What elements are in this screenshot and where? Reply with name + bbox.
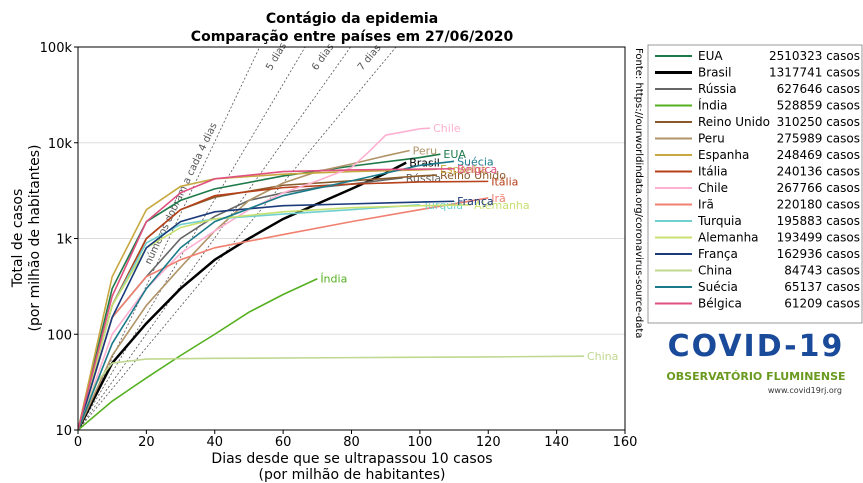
x-tick-label: 20 (138, 435, 155, 450)
legend-label: Suécia (698, 280, 738, 294)
series-line (78, 355, 584, 430)
legend-cases: 275989 casos (777, 132, 860, 146)
x-tick-label: 160 (613, 435, 638, 450)
x-tick-label: 80 (343, 435, 360, 450)
legend-label: Irã (698, 198, 714, 212)
legend-label: Itália (698, 165, 728, 179)
series-end-label: Espanha (440, 163, 487, 176)
y-tick-label: 100k (40, 41, 73, 56)
series-line (78, 278, 318, 430)
series-line (78, 153, 441, 430)
legend-cases: 162936 casos (777, 247, 860, 261)
y-tick-label: 10k (48, 137, 73, 152)
legend-cases: 528859 casos (777, 99, 860, 113)
y-axis-label: (por milhão de habitantes) (27, 145, 43, 332)
series-end-label: Bélgica (457, 163, 497, 176)
legend-label: EUA (698, 49, 723, 63)
series-line (78, 160, 455, 430)
y-axis-label: Total de casos (10, 189, 26, 289)
legend-cases: 65137 casos (784, 280, 860, 294)
legend-cases: 61209 casos (784, 297, 860, 311)
legend-cases: 240136 casos (777, 165, 860, 179)
legend-label: Bélgica (698, 297, 742, 311)
doubling-line (78, 47, 261, 430)
x-tick-label: 120 (476, 435, 501, 450)
x-tick-label: 140 (544, 435, 569, 450)
series-end-label: Alemanha (474, 199, 530, 212)
series-end-label: EUA (443, 148, 466, 161)
plot-frame (77, 46, 626, 431)
series-end-label: Itália (491, 175, 518, 188)
logo-title: COVID-19 (668, 329, 845, 364)
legend-cases: 220180 casos (777, 198, 860, 212)
legend-label: China (698, 264, 732, 278)
y-tick-label: 100 (47, 328, 72, 343)
x-tick-label: 100 (407, 435, 432, 450)
doubling-line (78, 47, 397, 430)
legend-cases: 1317741 casos (769, 66, 860, 80)
series-end-label: Suécia (457, 155, 494, 168)
legend-label: Chile (698, 181, 728, 195)
legend-label: França (698, 247, 738, 261)
legend-cases: 627646 casos (777, 82, 860, 96)
series-line (78, 203, 472, 430)
series-end-label: França (457, 195, 494, 208)
legend-box (647, 44, 863, 324)
series-line (78, 167, 455, 430)
series-end-label: Chile (433, 122, 461, 135)
legend-cases: 310250 casos (777, 115, 860, 129)
x-axis-label: (por milhão de habitantes) (259, 467, 446, 483)
legend-label: Espanha (698, 148, 749, 162)
logo-subtitle: OBSERVATÓRIO FLUMINENSE (666, 370, 845, 383)
legend-cases: 2510323 casos (769, 49, 860, 63)
legend-label: Peru (698, 132, 725, 146)
legend-cases: 193499 casos (777, 231, 860, 245)
series-end-label: China (587, 350, 618, 363)
x-tick-label: 40 (206, 435, 223, 450)
source: Fonte: https://ourworldindata.org/corona… (633, 48, 644, 338)
series-line (78, 200, 455, 430)
chart-title: Contágio da epidemia (266, 11, 438, 27)
series-end-label: Reino Unido (440, 169, 506, 182)
series-end-label: Índia (320, 273, 347, 286)
series-line (78, 197, 489, 430)
legend-label: Reino Unido (698, 115, 770, 129)
legend-cases: 267766 casos (777, 181, 860, 195)
legend-label: Alemanha (698, 231, 759, 245)
x-axis-label: Dias desde que se ultrapassou 10 casos (211, 451, 492, 467)
legend-label: Índia (698, 98, 727, 113)
legend-cases: 84743 casos (784, 264, 860, 278)
logo-url: www.covid19rj.org (768, 386, 842, 395)
series-line (78, 149, 410, 430)
x-tick-label: 0 (74, 435, 82, 450)
chart-title: Comparação entre países em 27/06/2020 (191, 29, 514, 45)
legend-label: Brasil (698, 66, 731, 80)
series-end-label: Peru (413, 144, 438, 157)
series-end-label: Irã (491, 192, 506, 205)
y-tick-label: 10 (55, 424, 72, 439)
legend-label: Turquia (697, 214, 742, 228)
doubling-label: 5 dias (264, 41, 289, 72)
y-tick-label: 1k (56, 233, 72, 248)
x-tick-label: 60 (275, 435, 292, 450)
legend-cases: 248469 casos (777, 148, 860, 162)
legend-label: Rússia (698, 82, 737, 96)
legend-cases: 195883 casos (777, 214, 860, 228)
